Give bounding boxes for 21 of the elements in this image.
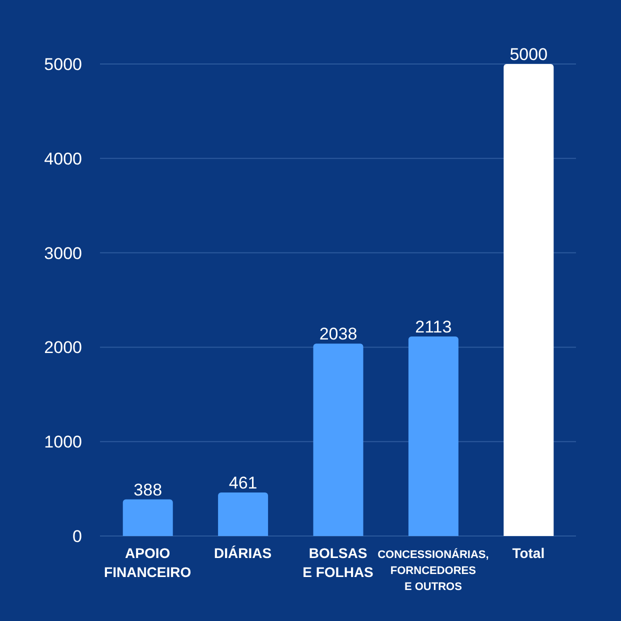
y-tick-label: 2000 (44, 338, 82, 358)
bar (408, 336, 458, 536)
y-tick-label: 1000 (44, 432, 82, 452)
y-tick-label: 5000 (44, 55, 82, 74)
y-tick-label: 0 (72, 527, 82, 546)
y-tick-label: 3000 (44, 244, 82, 263)
bar (218, 492, 268, 536)
x-tick-label: Total (512, 545, 545, 561)
bar (122, 499, 173, 536)
x-tick-label: BOLSAS E FOLHAS (302, 545, 374, 580)
data-label: 5000 (510, 45, 548, 64)
x-tick-label: CONCESSIONÁRIAS, FORNCEDORES E OUTROS (378, 548, 489, 593)
data-label: 388 (134, 480, 162, 500)
bar (504, 64, 554, 536)
x-tick-label: DIÁRIAS (214, 545, 272, 561)
bar (313, 344, 364, 536)
y-tick-label: 4000 (44, 149, 82, 168)
data-label: 461 (228, 473, 258, 492)
data-label: 2038 (319, 324, 358, 344)
data-label: 2113 (415, 318, 452, 337)
x-tick-label: APOIO FINANCEIRO (104, 545, 192, 580)
